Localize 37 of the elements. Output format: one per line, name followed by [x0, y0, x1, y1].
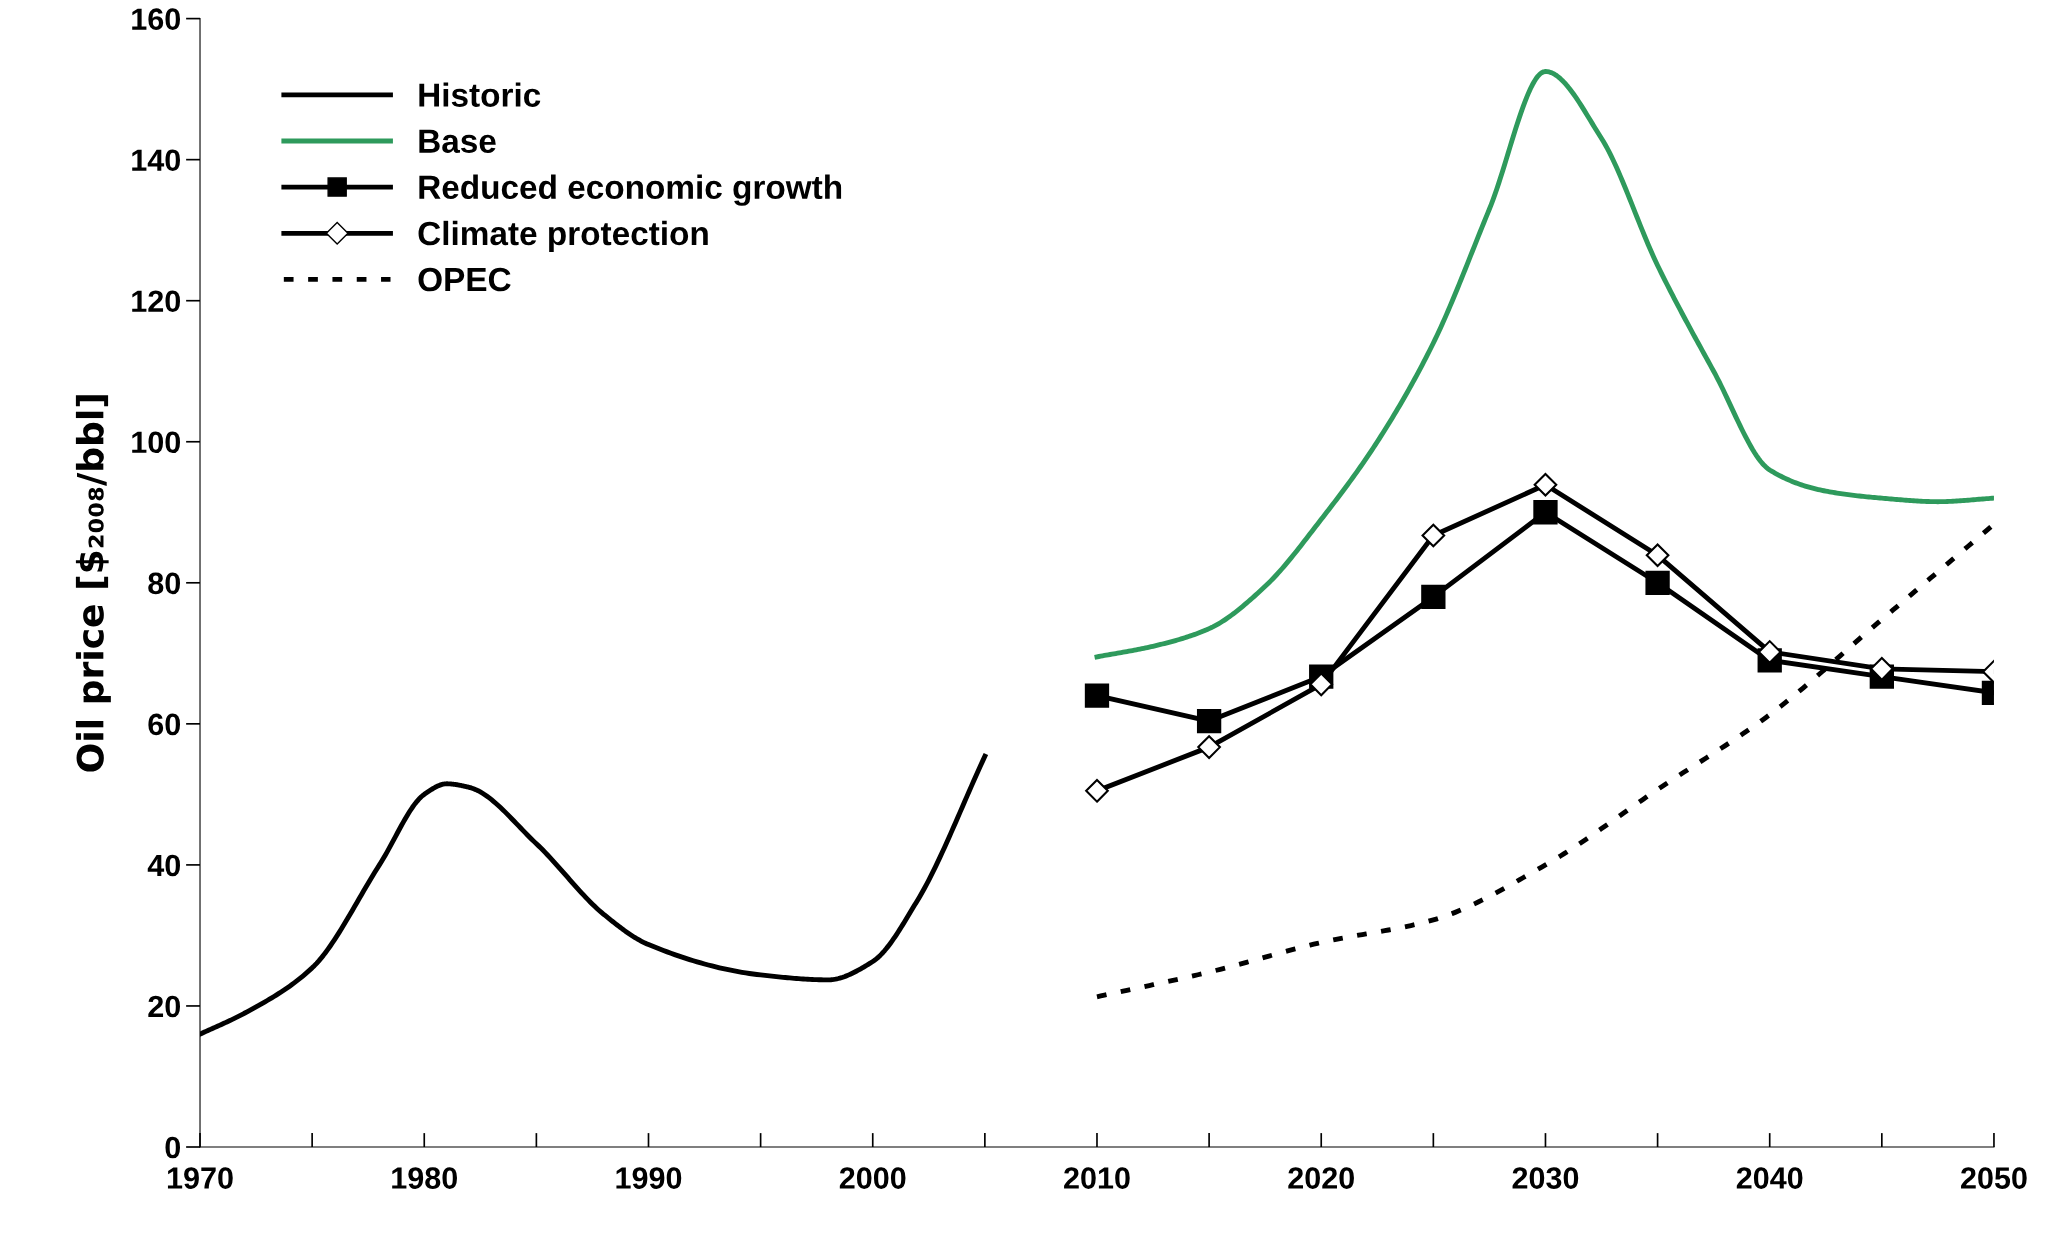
y-tick-label: 40 [147, 854, 181, 877]
legend-label: Historic [419, 82, 541, 107]
x-tick-label: 2020 [1288, 1167, 1354, 1189]
legend-label: Base [419, 129, 496, 154]
y-tick-label: 140 [132, 149, 181, 172]
point [1309, 672, 1334, 697]
point [1197, 735, 1221, 759]
x-tick-label: 2010 [1064, 1167, 1130, 1189]
y-tick-label: 20 [148, 995, 181, 1018]
point [1084, 683, 1110, 708]
y-tick-label: 160 [132, 8, 181, 30]
point [1645, 570, 1670, 595]
point [1085, 779, 1109, 803]
y-axis-title: Oil price [$₂₀₀₈/bbl] [75, 395, 111, 772]
y-tick-label: 100 [132, 431, 181, 454]
point [1645, 543, 1670, 568]
point [1196, 708, 1222, 734]
legend-label: Climate protection [418, 220, 708, 252]
point [1421, 523, 1446, 548]
x-tick-label: 1990 [616, 1167, 682, 1189]
x-tick-label: 2050 [1961, 1167, 2027, 1189]
x-tick-label: 2030 [1512, 1167, 1579, 1189]
legend-label: Reduced economic growth [419, 174, 842, 206]
y-tick-label: 0 [165, 1136, 181, 1159]
point [1533, 472, 1558, 497]
x-tick-label: 1980 [392, 1167, 457, 1189]
y-tick-label: 80 [148, 572, 181, 595]
x-tick-label: 2040 [1736, 1167, 1803, 1189]
point [1869, 657, 1894, 681]
point [1421, 584, 1446, 610]
point [1757, 640, 1782, 664]
x-tick-label: 1970 [167, 1167, 233, 1189]
y-tick-label: 60 [148, 713, 181, 736]
point [1533, 500, 1558, 525]
x-tick-label: 2000 [839, 1167, 906, 1189]
legend-label: OPEC [418, 267, 511, 292]
y-tick-label: 120 [132, 290, 181, 313]
